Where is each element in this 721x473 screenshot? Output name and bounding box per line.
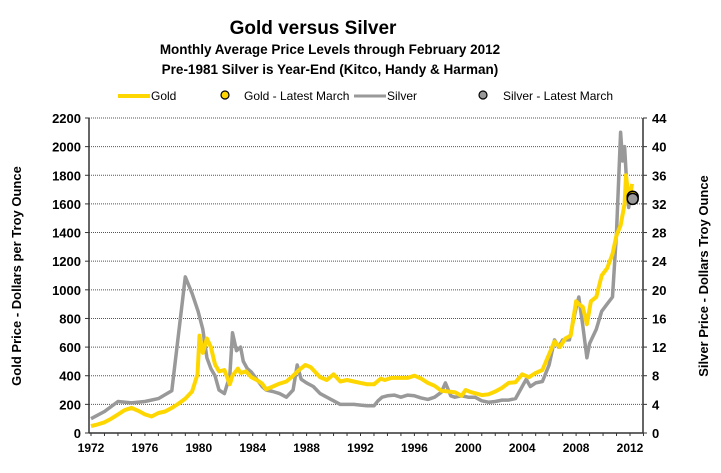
silver-latest-march-marker	[626, 192, 639, 206]
left-tick-label: 1200	[52, 254, 81, 269]
x-tick-label: 1988	[293, 441, 320, 455]
right-tick-label: 4	[652, 397, 660, 412]
x-tick-label: 2008	[563, 441, 590, 455]
legend-silver-latest-label: Silver - Latest March	[503, 89, 613, 103]
left-axis-label: Gold Price - Dollars per Troy Ounce	[9, 166, 24, 386]
latest-markers	[626, 190, 639, 206]
left-tick-label: 200	[59, 397, 81, 412]
x-tick-label: 1984	[239, 441, 266, 455]
x-tick-labels: 1972 1976 1980 1984 1988 1992 1996 2000 2004 2008…	[78, 441, 644, 455]
x-tick-label: 1996	[401, 441, 428, 455]
right-tick-label: 16	[652, 311, 666, 326]
chart-title: Gold versus Silver	[230, 18, 397, 39]
right-tick-label: 28	[652, 226, 666, 241]
right-y-tick-labels: 0 4 8 12 16 20 24 28 32 36 40 44	[652, 111, 667, 441]
right-axis-label: Silver Price - Dollars Troy Ounce	[696, 175, 711, 377]
legend: Gold Gold - Latest March Silver Silver -…	[118, 89, 613, 103]
gridlines	[89, 117, 643, 405]
x-tick-label: 2000	[455, 441, 482, 455]
left-tick-label: 1800	[52, 168, 81, 183]
x-tick-label: 2012	[617, 441, 644, 455]
right-tick-label: 20	[652, 283, 666, 298]
legend-silver-label: Silver	[387, 89, 417, 103]
x-tick-label: 1992	[347, 441, 374, 455]
right-tick-label: 36	[652, 168, 666, 183]
legend-gold-latest-label: Gold - Latest March	[244, 89, 349, 103]
legend-silver-latest-marker	[478, 90, 488, 100]
left-tick-label: 2000	[52, 140, 81, 155]
left-tick-label: 2200	[52, 111, 81, 126]
left-tick-label: 600	[59, 340, 81, 355]
right-tick-label: 40	[652, 140, 666, 155]
right-tick-label: 8	[652, 369, 659, 384]
series-lines	[90, 130, 634, 429]
axes	[85, 117, 647, 436]
chart-subtitle-2: Pre-1981 Silver is Year-End (Kitco, Hand…	[162, 62, 499, 77]
right-tick-label: 0	[652, 426, 659, 441]
legend-gold-latest-marker	[220, 90, 230, 100]
right-tick-label: 32	[652, 197, 666, 212]
x-tick-label: 1972	[78, 441, 105, 455]
x-tick-label: 1980	[185, 441, 212, 455]
left-tick-label: 400	[59, 369, 81, 384]
chart-subtitle-1: Monthly Average Price Levels through Feb…	[160, 42, 500, 57]
left-tick-label: 1600	[52, 197, 81, 212]
gold-series-line	[90, 173, 634, 429]
right-tick-label: 12	[652, 340, 666, 355]
left-tick-label: 800	[59, 311, 81, 326]
right-tick-label: 44	[652, 111, 667, 126]
left-tick-label: 0	[74, 426, 81, 441]
legend-gold-label: Gold	[151, 89, 176, 103]
x-tick-label: 2004	[509, 441, 536, 455]
left-tick-label: 1400	[52, 226, 81, 241]
x-tick-label: 1976	[132, 441, 159, 455]
left-tick-label: 1000	[52, 283, 81, 298]
right-tick-label: 24	[652, 254, 667, 269]
left-y-tick-labels: 0 200 400 600 800 1000 1200 1400 1600 1800 2000 220…	[52, 111, 81, 441]
